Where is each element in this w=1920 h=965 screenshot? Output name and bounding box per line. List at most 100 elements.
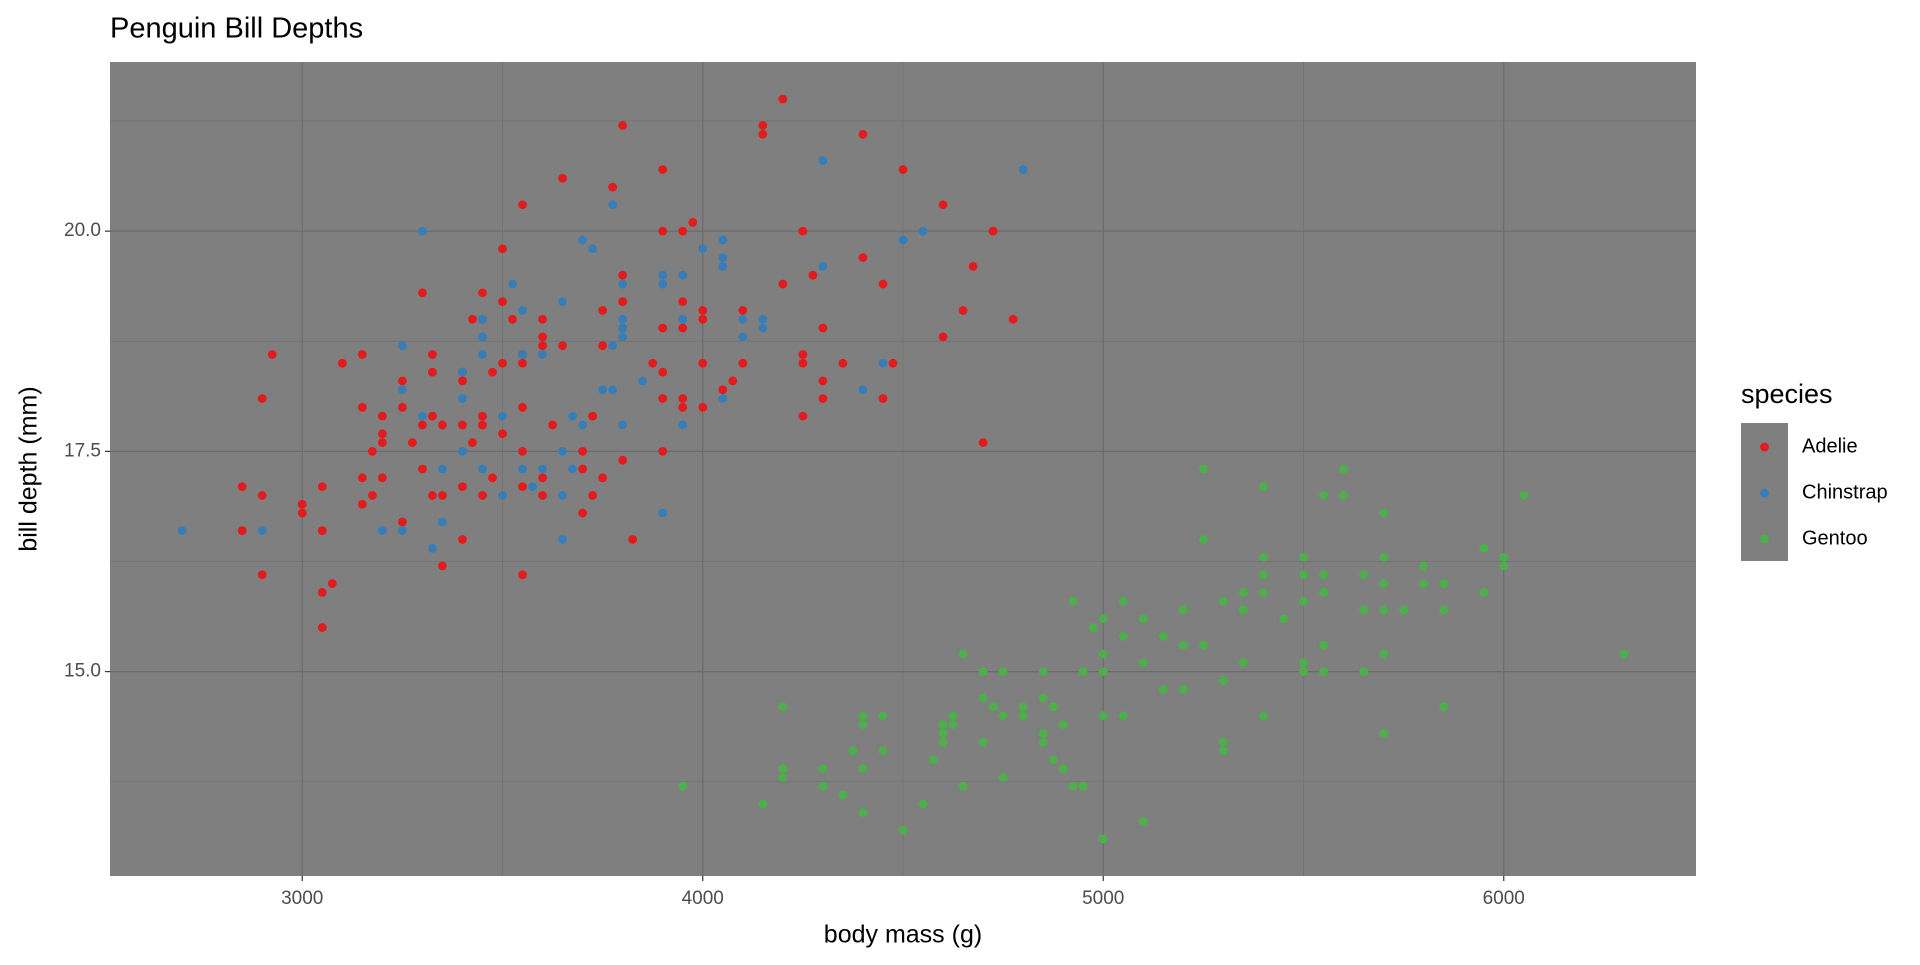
point [858,808,868,817]
point [658,165,668,174]
point [818,323,828,333]
point [1178,640,1188,650]
point [478,411,487,421]
point [738,314,748,324]
point [377,438,387,447]
point [177,526,187,536]
point [317,587,327,597]
point [1379,508,1389,518]
point [558,297,567,307]
x-axis-label: body mass (g) [824,921,982,949]
point [678,297,688,307]
point [357,402,367,412]
point [898,235,908,245]
point [558,491,567,500]
point [698,306,708,315]
point [478,464,487,474]
point [698,314,708,324]
point [468,314,477,324]
point [1379,649,1389,659]
point [257,394,267,403]
point [377,526,387,536]
legend-label: Chinstrap [1802,481,1888,503]
point [848,746,858,756]
point [978,737,988,747]
point [508,279,517,289]
x-tick-label: 3000 [281,888,323,909]
point [538,491,547,500]
point [1158,684,1168,694]
point [1038,667,1048,677]
point [538,464,547,474]
point [988,226,998,236]
point [1259,587,1268,597]
point [257,526,267,536]
point [518,358,527,368]
point [738,306,748,315]
point [1259,482,1268,492]
point [438,464,447,474]
point [498,297,507,307]
y-tick-label: 15.0 [64,661,101,682]
point [458,376,467,386]
point [498,244,507,254]
point [1439,702,1449,712]
point [678,323,688,333]
point [858,711,868,721]
point [1379,728,1389,738]
point [758,129,768,139]
point [518,482,527,492]
point [428,491,437,500]
point [397,385,407,395]
point [1088,623,1098,632]
point [958,649,968,659]
point [1098,667,1108,677]
point [548,420,557,430]
point [758,314,768,324]
point [1339,464,1348,474]
point [438,517,447,527]
point [1299,596,1308,606]
point [588,491,598,500]
points [177,94,1629,844]
point [518,350,527,359]
point [568,464,577,474]
point [678,226,688,236]
point [1178,684,1188,694]
point [858,253,868,262]
point [478,288,487,298]
point [498,491,507,500]
point [658,394,668,403]
point [1319,587,1328,597]
point [558,341,567,351]
point [1439,605,1449,615]
point [898,165,908,174]
point [1239,587,1248,597]
point [1098,614,1108,624]
point [1379,579,1389,588]
point [978,438,988,447]
point [678,270,688,280]
point [1048,702,1058,712]
point [478,350,487,359]
point [688,217,698,227]
point [658,508,668,518]
point [458,482,467,492]
legend-label: Gentoo [1802,527,1868,549]
point [858,129,868,139]
point [618,270,628,280]
point [608,182,618,192]
point [578,235,587,245]
point [698,402,708,412]
axes: 3000 4000 5000 6000 15.0 17.5 20.0 [64,220,1525,909]
point [397,402,407,412]
point [458,367,467,377]
point [1038,737,1048,747]
point [297,508,307,518]
point [357,473,367,483]
point [1239,605,1248,615]
point [878,746,888,756]
point [678,402,688,412]
